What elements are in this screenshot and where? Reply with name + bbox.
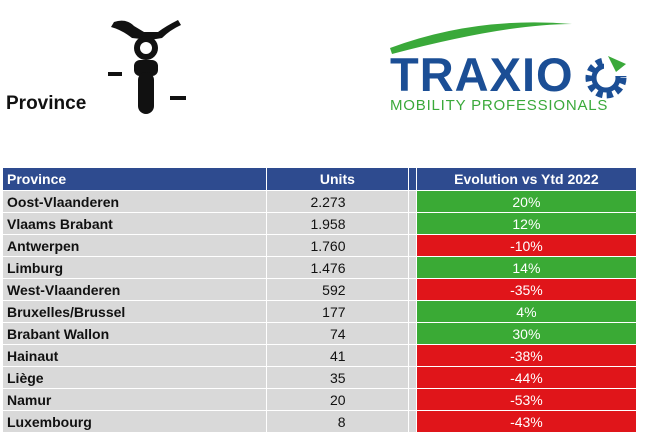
- province-cell: Namur: [3, 388, 268, 411]
- units-cell: 1.476: [266, 256, 409, 279]
- spacer-cell: [408, 344, 417, 367]
- evolution-cell: -35%: [416, 278, 638, 301]
- evolution-cell: -38%: [416, 344, 638, 367]
- evolution-cell: 12%: [416, 212, 638, 235]
- units-cell: 74: [266, 322, 409, 345]
- table-header-row: Province Units Evolution vs Ytd 2022: [3, 168, 638, 191]
- evolution-cell: 20%: [416, 190, 638, 213]
- logo-wordmark: TRAXIO: [390, 48, 574, 101]
- table-row: Hainaut 41 -38%: [3, 344, 638, 367]
- units-cell: 1.958: [266, 212, 409, 235]
- province-cell: Brabant Wallon: [3, 322, 268, 345]
- scooter-icon: [108, 20, 186, 114]
- spacer-cell: [408, 190, 417, 213]
- table-row: Limburg 1.476 14%: [3, 256, 638, 279]
- units-cell: 35: [266, 366, 409, 389]
- evolution-cell: 14%: [416, 256, 638, 279]
- table-row: Oost-Vlaanderen 2.273 20%: [3, 190, 638, 213]
- spacer-cell: [408, 256, 417, 279]
- table-row: Vlaams Brabant 1.958 12%: [3, 212, 638, 235]
- units-cell: 2.273: [266, 190, 409, 213]
- spacer-cell: [408, 410, 417, 432]
- spacer-cell: [408, 278, 417, 301]
- units-cell: 41: [266, 344, 409, 367]
- gear-icon: [585, 54, 630, 99]
- table-row: Luxembourg 8 -43%: [3, 410, 638, 432]
- column-header-units: Units: [266, 168, 409, 191]
- province-cell: Limburg: [3, 256, 268, 279]
- evolution-cell: -43%: [416, 410, 638, 432]
- table-row: Namur 20 -53%: [3, 388, 638, 411]
- table-row: Liège 35 -44%: [3, 366, 638, 389]
- evolution-cell: 4%: [416, 300, 638, 323]
- units-cell: 177: [266, 300, 409, 323]
- units-cell: 592: [266, 278, 409, 301]
- evolution-cell: -10%: [416, 234, 638, 257]
- province-cell: Bruxelles/Brussel: [3, 300, 268, 323]
- province-cell: Vlaams Brabant: [3, 212, 268, 235]
- spacer-cell: [408, 388, 417, 411]
- table-body: Oost-Vlaanderen 2.273 20% Vlaams Brabant 1.9…: [3, 190, 638, 432]
- column-header-spacer: [408, 168, 417, 191]
- column-header-evolution: Evolution vs Ytd 2022: [416, 168, 638, 191]
- page-title: Province: [6, 93, 87, 114]
- logo-tagline: MOBILITY PROFESSIONALS: [390, 97, 609, 114]
- spacer-cell: [408, 300, 417, 323]
- province-cell: Hainaut: [3, 344, 268, 367]
- evolution-cell: -44%: [416, 366, 638, 389]
- units-cell: 8: [266, 410, 409, 432]
- province-cell: Antwerpen: [3, 234, 268, 257]
- spacer-cell: [408, 366, 417, 389]
- spacer-cell: [408, 234, 417, 257]
- province-cell: Luxembourg: [3, 410, 268, 432]
- units-cell: 1.760: [266, 234, 409, 257]
- province-cell: Oost-Vlaanderen: [3, 190, 268, 213]
- table-row: Bruxelles/Brussel 177 4%: [3, 300, 638, 323]
- spacer-cell: [408, 212, 417, 235]
- spacer-cell: [408, 322, 417, 345]
- table-row: Brabant Wallon 74 30%: [3, 322, 638, 345]
- traxio-logo: TRAXIO MOBILITY PROFESSIONALS: [386, 14, 636, 124]
- evolution-cell: -53%: [416, 388, 638, 411]
- units-cell: 20: [266, 388, 409, 411]
- table-row: West-Vlaanderen 592 -35%: [3, 278, 638, 301]
- column-header-province: Province: [3, 168, 268, 191]
- province-cell: Liège: [3, 366, 268, 389]
- province-cell: West-Vlaanderen: [3, 278, 268, 301]
- logo-swoosh-icon: [390, 22, 572, 54]
- evolution-cell: 30%: [416, 322, 638, 345]
- table-row: Antwerpen 1.760 -10%: [3, 234, 638, 257]
- province-table: Province Units Evolution vs Ytd 2022 Oos…: [3, 168, 638, 432]
